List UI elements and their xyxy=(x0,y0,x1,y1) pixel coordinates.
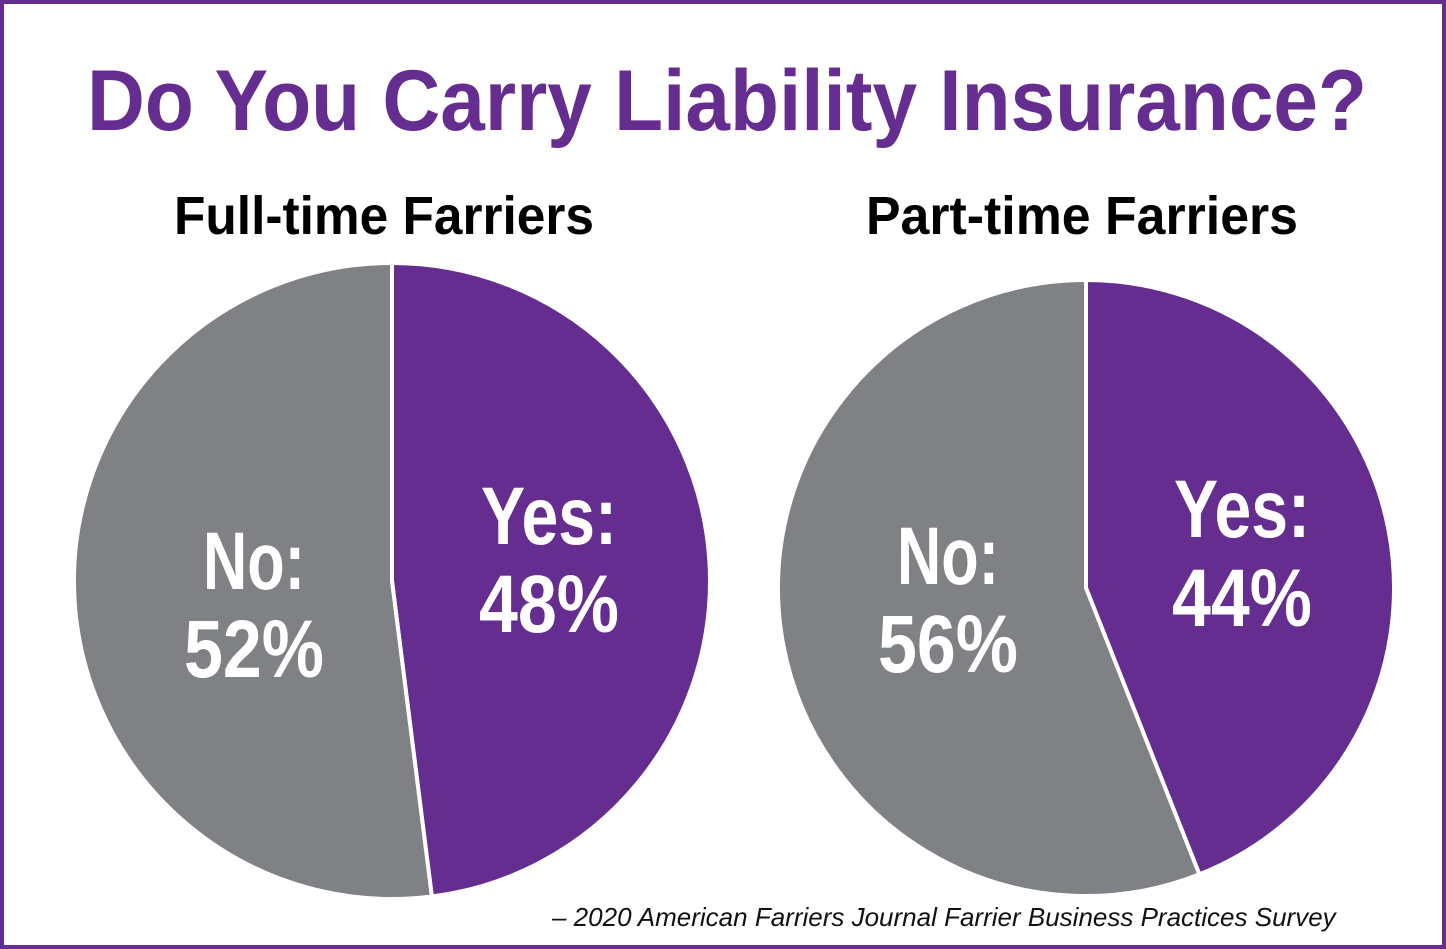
pie-1-label-yes: Yes: xyxy=(1174,464,1310,555)
pie-1-value-label-no: 56% xyxy=(878,599,1018,690)
source-note: – 2020 American Farriers Journal Farrier… xyxy=(552,902,1336,932)
pie-0-value-label-yes: 48% xyxy=(479,559,619,650)
pie-0-slice-yes xyxy=(390,260,712,899)
pie-0-label-no: No: xyxy=(203,516,305,607)
pie-1-value-label-yes: 44% xyxy=(1172,553,1312,644)
pie-1-label-no: No: xyxy=(897,511,999,602)
subtitle-part-time: Part-time Farriers xyxy=(866,186,1298,246)
pie-0-slice-no xyxy=(72,260,435,901)
subtitle-full-time: Full-time Farriers xyxy=(174,186,594,246)
chart-title: Do You Carry Liability Insurance? xyxy=(87,53,1367,149)
pie-1-slice-yes xyxy=(1084,277,1396,877)
pie-0-label-yes: Yes: xyxy=(481,471,617,562)
pie-charts: Do You Carry Liability Insurance? Full-t… xyxy=(72,53,1396,901)
pie-0-value-label-no: 52% xyxy=(184,604,324,695)
pie-1-slice-no xyxy=(776,277,1202,898)
